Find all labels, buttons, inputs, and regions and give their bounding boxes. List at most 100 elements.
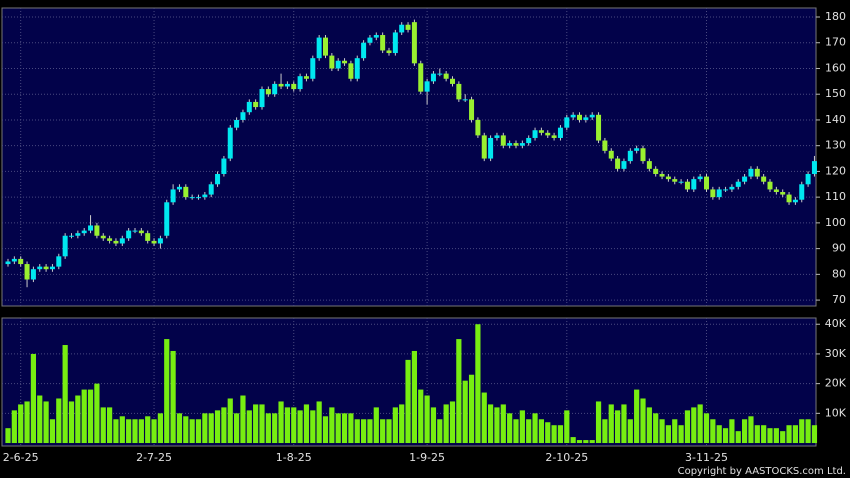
volume-bar xyxy=(361,419,367,444)
candle-body xyxy=(748,168,754,177)
candle-body xyxy=(348,63,354,79)
x-tick-label: 1-9-25 xyxy=(409,451,445,464)
volume-bar xyxy=(583,440,589,444)
volume-bar xyxy=(5,428,11,444)
candle-body xyxy=(316,37,322,59)
volume-bar xyxy=(68,401,75,444)
candle-body xyxy=(646,161,652,169)
volume-bar xyxy=(729,419,735,444)
volume-bar xyxy=(468,374,475,444)
volume-bar xyxy=(494,407,500,444)
candle-body xyxy=(538,130,544,133)
candle-body xyxy=(259,89,265,108)
volume-bar xyxy=(621,404,627,444)
candle-body xyxy=(151,240,157,244)
volume-bar xyxy=(278,401,284,444)
volume-bar xyxy=(291,407,297,444)
candle-body xyxy=(126,230,132,239)
candle-body xyxy=(443,73,449,79)
volume-bar xyxy=(589,440,595,444)
candle-body xyxy=(653,168,659,174)
volume-bar xyxy=(488,404,494,444)
volume-bar xyxy=(602,419,608,444)
candle-body xyxy=(519,143,525,146)
volume-bar xyxy=(653,413,659,444)
candle-body xyxy=(119,238,125,244)
candle-body xyxy=(754,168,760,177)
candle-body xyxy=(786,194,792,203)
candle-body xyxy=(380,35,386,51)
copyright: Copyright by AASTOCKS.com Ltd. xyxy=(678,466,846,477)
candle-body xyxy=(107,238,113,241)
candle-body xyxy=(5,261,11,265)
volume-bar xyxy=(424,395,430,444)
candle-body xyxy=(329,55,335,69)
candle-body xyxy=(278,83,284,87)
volume-bar xyxy=(684,410,691,444)
candle-body xyxy=(132,230,138,232)
candle-body xyxy=(507,143,513,146)
volume-bar xyxy=(557,425,564,444)
volume-bar xyxy=(170,350,176,444)
y-tick-label: 70 xyxy=(832,293,846,306)
y-tick-label: 150 xyxy=(825,87,846,100)
candle-body xyxy=(716,189,722,198)
volume-bar xyxy=(37,395,43,444)
volume-bar xyxy=(189,419,195,444)
volume-bar xyxy=(195,419,202,444)
volume-bar xyxy=(373,407,379,444)
candle-body xyxy=(627,150,633,162)
volume-bar xyxy=(634,389,640,444)
volume-bar xyxy=(665,425,671,444)
volume-bar xyxy=(341,413,348,444)
candle-body xyxy=(310,58,316,79)
volume-bar xyxy=(551,425,557,444)
candle-body xyxy=(215,173,221,185)
volume-bar xyxy=(456,339,462,444)
volume-bar xyxy=(640,398,646,444)
candle-body xyxy=(602,140,608,151)
y-tick-label: 10K xyxy=(825,406,847,419)
candle-body xyxy=(634,148,640,151)
candle-body xyxy=(608,150,614,159)
candle-body xyxy=(164,202,170,236)
volume-bar xyxy=(399,404,405,444)
y-tick-label: 30K xyxy=(825,347,847,360)
candle-body xyxy=(729,186,735,190)
candle-body xyxy=(589,114,595,118)
volume-bar xyxy=(811,425,818,444)
volume-bar xyxy=(322,416,329,444)
candle-body xyxy=(342,60,348,64)
volume-bar xyxy=(11,410,17,444)
candle-body xyxy=(456,83,462,100)
price-panel xyxy=(1,7,817,307)
candle-body xyxy=(621,161,627,169)
volume-bar xyxy=(507,413,513,444)
candle-body xyxy=(202,194,208,198)
volume-bar xyxy=(145,416,151,444)
candle-body xyxy=(303,76,309,79)
volume-bar xyxy=(259,404,265,444)
candle-body xyxy=(437,73,443,75)
volume-bar xyxy=(151,419,157,444)
volume-bar xyxy=(119,416,125,444)
volume-bar xyxy=(659,419,665,444)
volume-bar xyxy=(418,389,424,444)
candle-body xyxy=(430,73,436,82)
volume-bar xyxy=(437,419,443,444)
volume-bar xyxy=(576,440,583,444)
volume-bar xyxy=(646,407,652,444)
candle-body xyxy=(564,117,570,128)
candle-body xyxy=(69,235,74,237)
candle-body xyxy=(723,189,729,191)
candle-body xyxy=(488,137,494,159)
volume-bar xyxy=(443,404,449,444)
candle-body xyxy=(773,189,779,192)
candle-body xyxy=(462,99,468,101)
candle-body xyxy=(88,225,94,231)
volume-bar xyxy=(164,339,170,444)
y-tick-label: 120 xyxy=(825,164,846,177)
candle-body xyxy=(62,235,68,257)
candle-body xyxy=(792,199,798,203)
